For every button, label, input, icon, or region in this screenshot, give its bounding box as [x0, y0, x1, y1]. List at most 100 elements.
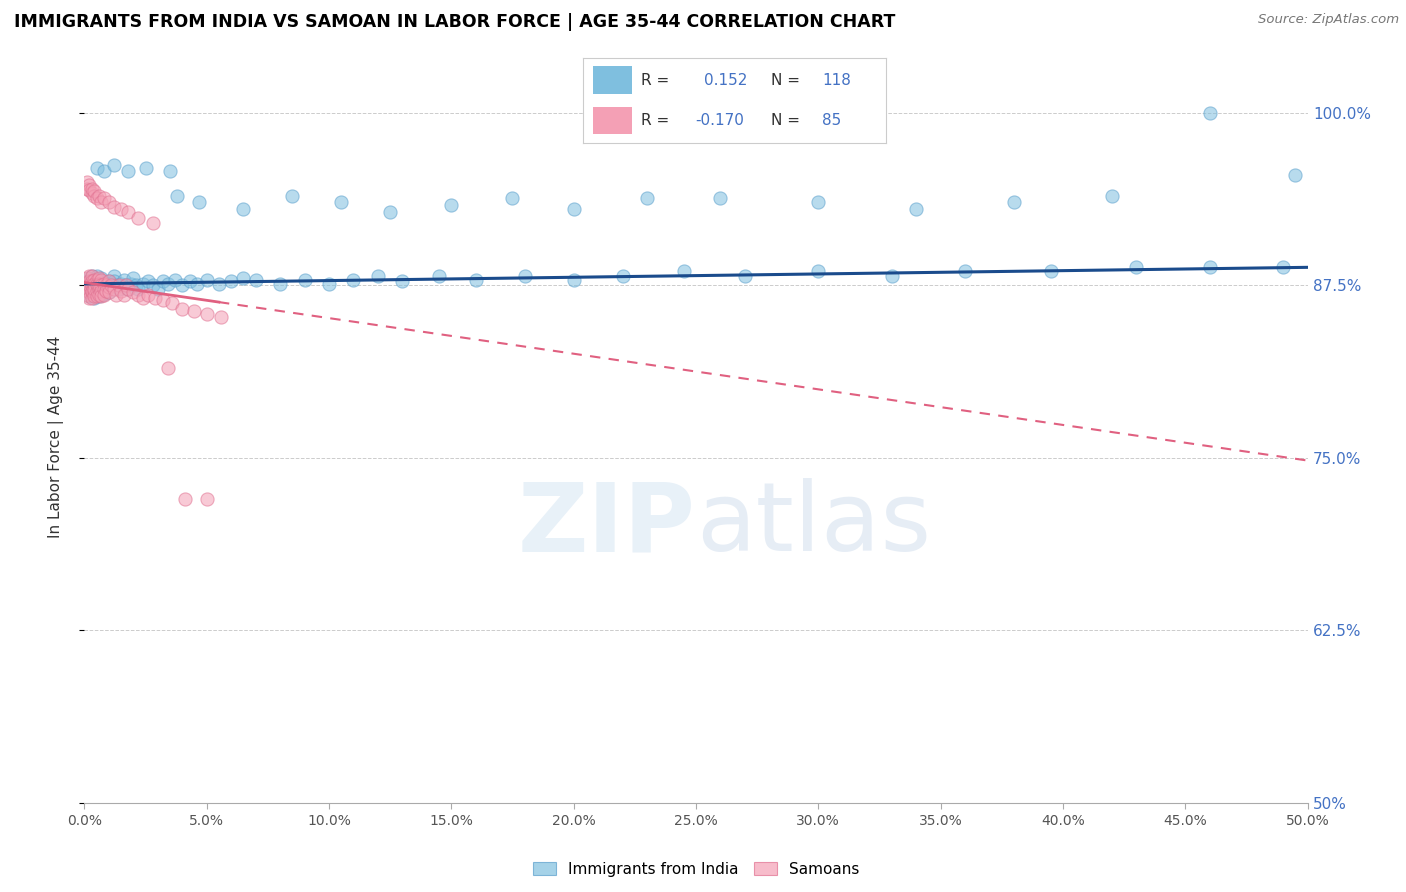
Point: [77, 274, 100, 288]
Point: [97, 274, 120, 288]
Point: [117, 205, 139, 219]
Point: [83, 284, 105, 298]
Point: [76, 175, 98, 189]
Point: [83, 273, 105, 287]
Point: [391, 274, 413, 288]
Point: [83, 274, 105, 288]
Point: [77, 183, 100, 197]
Point: [80, 291, 103, 305]
Point: [107, 282, 129, 296]
Point: [87, 288, 110, 302]
Text: IMMIGRANTS FROM INDIA VS SAMOAN IN LABOR FORCE | AGE 35-44 CORRELATION CHART: IMMIGRANTS FROM INDIA VS SAMOAN IN LABOR…: [14, 13, 896, 31]
Point: [367, 268, 389, 283]
Point: [97, 285, 120, 300]
Point: [87, 273, 110, 287]
Point: [93, 163, 115, 178]
Point: [77, 271, 100, 285]
Point: [110, 277, 132, 291]
Point: [183, 304, 205, 318]
Point: [77, 278, 100, 293]
Point: [86, 191, 108, 205]
Point: [502, 191, 524, 205]
Point: [87, 277, 110, 291]
Point: [93, 277, 115, 291]
Point: [105, 278, 128, 293]
Point: [127, 288, 149, 302]
Point: [100, 277, 122, 291]
Point: [90, 284, 112, 298]
Point: [156, 361, 179, 376]
Point: [117, 163, 139, 178]
Point: [172, 278, 194, 293]
Point: [76, 271, 98, 285]
Text: 85: 85: [823, 113, 842, 128]
Point: [880, 268, 903, 283]
Point: [1125, 260, 1147, 275]
Point: [80, 284, 103, 298]
Point: [100, 278, 122, 293]
Point: [90, 289, 112, 303]
Text: -0.170: -0.170: [696, 113, 744, 128]
Point: [80, 278, 103, 293]
Point: [110, 284, 132, 298]
Point: [77, 178, 100, 192]
Point: [112, 288, 135, 302]
Point: [115, 278, 138, 293]
Point: [208, 277, 231, 291]
Point: [87, 188, 110, 202]
Point: [166, 188, 188, 202]
Point: [83, 278, 105, 293]
Point: [96, 284, 118, 298]
Point: [76, 182, 98, 196]
Text: R =: R =: [641, 113, 669, 128]
Point: [93, 281, 115, 295]
Point: [90, 284, 112, 298]
Point: [146, 282, 169, 296]
Point: [143, 291, 166, 305]
Point: [90, 195, 112, 210]
Legend: Immigrants from India, Samoans: Immigrants from India, Samoans: [527, 855, 865, 883]
Point: [80, 268, 103, 283]
Point: [127, 282, 149, 296]
Point: [96, 278, 118, 293]
Point: [342, 273, 364, 287]
Point: [80, 277, 103, 291]
Point: [76, 274, 98, 288]
Point: [152, 274, 174, 288]
Point: [117, 282, 139, 296]
Point: [1284, 168, 1306, 182]
Point: [163, 273, 186, 287]
Point: [77, 285, 100, 300]
Point: [709, 191, 731, 205]
Text: ZIP: ZIP: [517, 478, 696, 572]
Point: [90, 288, 112, 302]
Point: [80, 285, 103, 300]
Point: [76, 288, 98, 302]
Point: [93, 276, 115, 290]
Point: [87, 278, 110, 293]
Point: [281, 188, 304, 202]
Point: [132, 291, 155, 305]
Point: [136, 274, 159, 288]
Point: [159, 163, 181, 178]
Point: [117, 282, 139, 296]
Point: [93, 282, 115, 296]
Point: [1272, 260, 1295, 275]
Point: [86, 278, 108, 293]
Point: [105, 288, 128, 302]
Bar: [592, 107, 631, 134]
Point: [330, 195, 353, 210]
Point: [195, 273, 218, 287]
Point: [173, 492, 195, 507]
Point: [83, 289, 105, 303]
Point: [86, 273, 108, 287]
Point: [86, 289, 108, 303]
Point: [122, 271, 145, 285]
Point: [172, 301, 194, 316]
Text: N =: N =: [770, 72, 800, 87]
Point: [90, 278, 112, 293]
Point: [142, 216, 165, 230]
Point: [80, 268, 103, 283]
Point: [83, 285, 105, 300]
Point: [86, 161, 108, 175]
